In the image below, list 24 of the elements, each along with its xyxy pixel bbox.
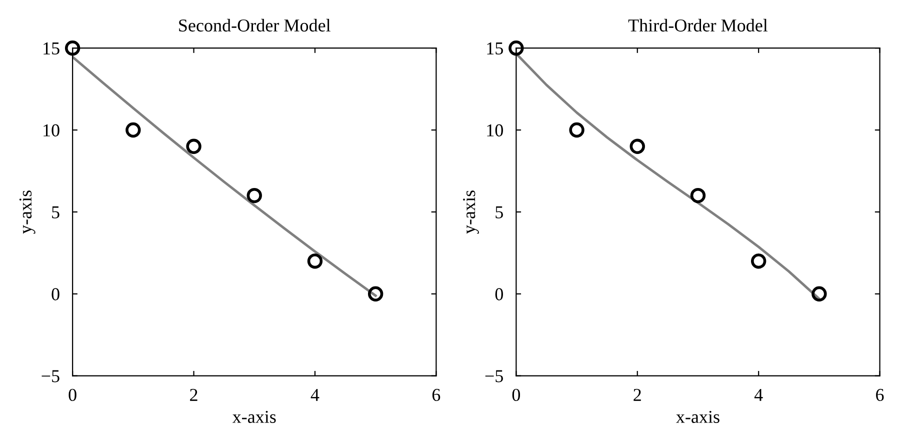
x-axis-title: x-axis [676, 410, 720, 423]
y-axis-title: y-axis [19, 190, 36, 234]
y-tick-label: 15 [487, 42, 503, 55]
chart-title: Third-Order Model [628, 18, 768, 32]
y-tick-label: 0 [495, 288, 503, 300]
y-tick-label: 10 [44, 124, 60, 136]
chart-title: Second-Order Model [179, 18, 330, 32]
y-tick-label: 5 [496, 206, 503, 218]
y-tick-label: 5 [52, 206, 60, 218]
x-axis-title: x-axis [232, 410, 276, 423]
x-tick-label: 6 [876, 388, 884, 402]
x-tick-label: 4 [754, 388, 763, 401]
y-axis-title: y-axis [463, 190, 479, 234]
x-tick-label: 6 [432, 388, 440, 402]
x-tick-label: 0 [512, 388, 520, 402]
x-tick-label: 4 [310, 388, 320, 401]
x-tick-label: 2 [634, 388, 641, 401]
y-tick-label: 10 [487, 124, 503, 136]
y-tick-label: −5 [485, 370, 503, 382]
y-tick-label: 0 [52, 288, 60, 300]
x-tick-label: 2 [190, 388, 198, 401]
y-tick-label: 15 [44, 42, 60, 55]
y-tick-label: −5 [42, 370, 60, 382]
x-tick-label: 0 [68, 388, 76, 402]
